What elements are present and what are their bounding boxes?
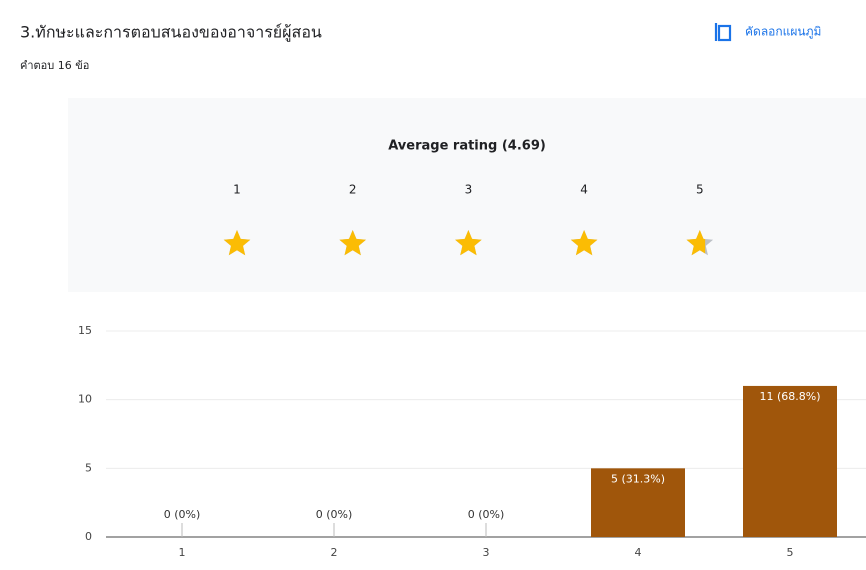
star xyxy=(455,230,482,256)
bar xyxy=(591,468,685,537)
x-tick-label: 4 xyxy=(635,546,642,559)
rating-label: 5 xyxy=(696,183,704,197)
question-title: 3.ทักษะและการตอบสนองของอาจารย์ผู้สอน xyxy=(20,23,322,43)
y-tick-label: 10 xyxy=(78,393,92,406)
bar-value-label: 0 (0%) xyxy=(164,508,201,521)
x-tick-label: 2 xyxy=(331,546,338,559)
average-rating: Average rating (4.69) xyxy=(388,139,546,154)
x-tick-label: 3 xyxy=(483,546,490,559)
rating-label: 1 xyxy=(233,183,241,197)
copy-chart-label[interactable]: คัดลอกแผนภูมิ xyxy=(745,25,821,40)
y-tick-label: 5 xyxy=(85,461,92,474)
rating-label: 4 xyxy=(580,183,588,197)
star xyxy=(570,230,598,256)
bar-value-label: 5 (31.3%) xyxy=(611,472,665,485)
star xyxy=(686,230,706,256)
y-tick-label: 0 xyxy=(85,530,92,543)
bar-value-label: 0 (0%) xyxy=(468,508,505,521)
response-count: คำตอบ 16 ข้อ xyxy=(20,59,89,72)
star xyxy=(339,230,366,256)
star xyxy=(223,230,251,256)
copy-icon xyxy=(717,24,732,42)
rating-label: 3 xyxy=(465,183,473,197)
rating-label: 2 xyxy=(349,183,357,197)
x-tick-label: 1 xyxy=(179,546,186,559)
bar xyxy=(743,385,837,537)
x-tick-label: 5 xyxy=(787,546,794,559)
copy-chart-button[interactable]: คัดลอกแผนภูมิ xyxy=(714,23,821,42)
bar-value-label: 0 (0%) xyxy=(316,508,353,521)
y-tick-label: 15 xyxy=(78,324,92,337)
bar-value-label: 11 (68.8%) xyxy=(759,390,820,403)
rating-panel xyxy=(68,98,866,292)
